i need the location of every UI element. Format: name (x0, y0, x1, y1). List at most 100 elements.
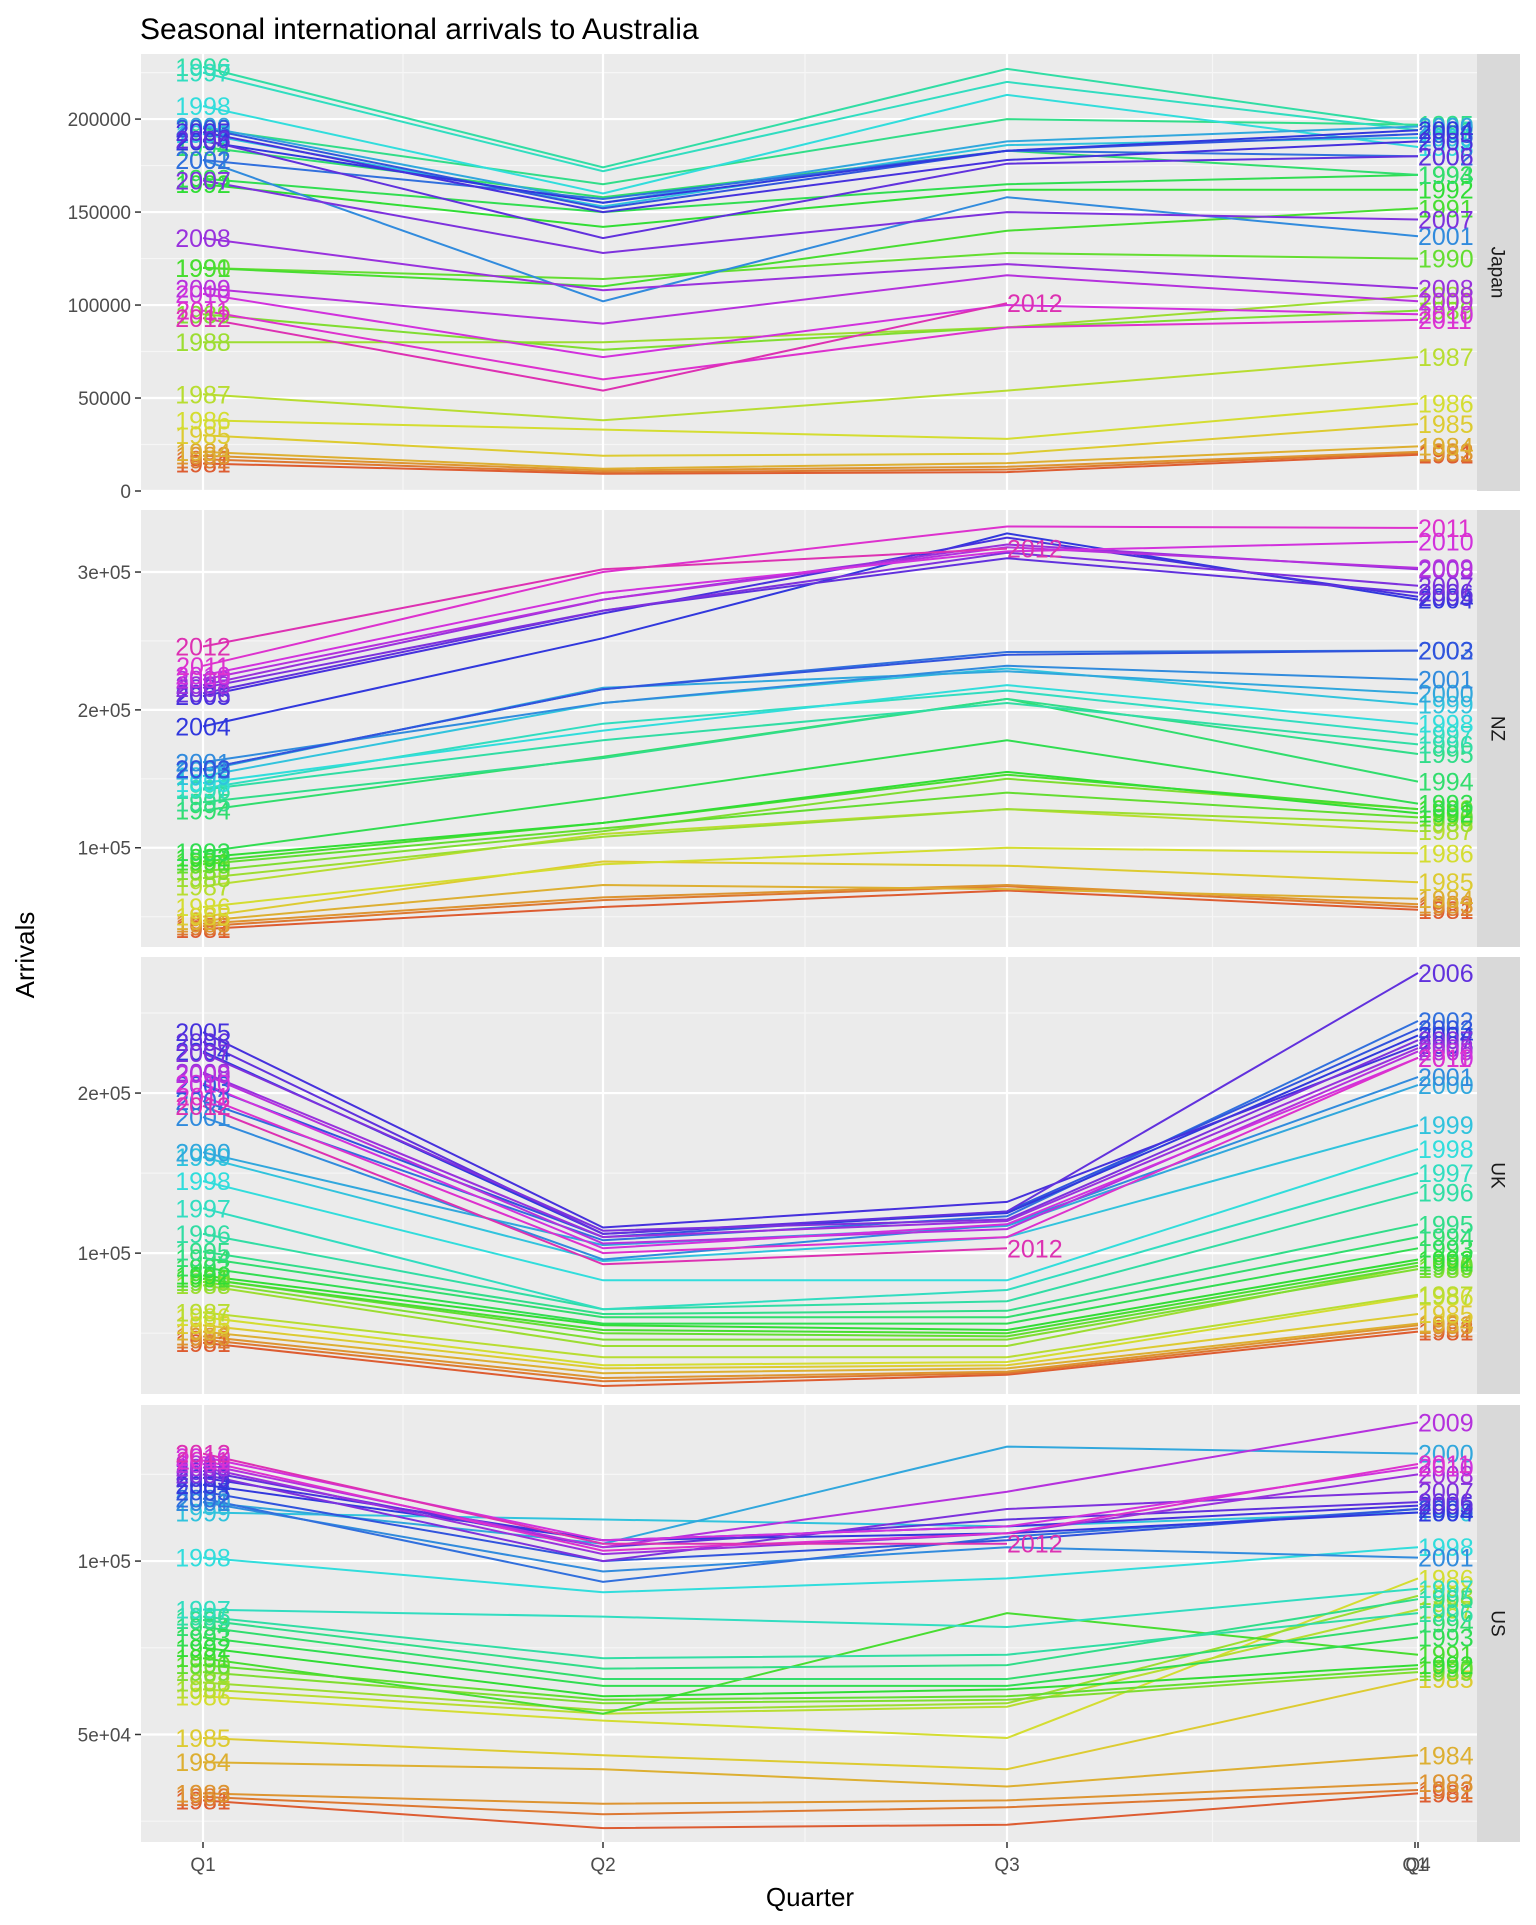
year-label-1982: 1982 (175, 446, 231, 474)
year-label-1992: 1992 (175, 1263, 231, 1291)
year-label-2007: 2007 (175, 1461, 231, 1489)
year-label-2011: 2011 (1418, 307, 1472, 335)
year-label-1993: 1993 (175, 1624, 231, 1652)
series-line-1991 (202, 1261, 1419, 1335)
year-label-2000: 2000 (1418, 1072, 1474, 1100)
series-line-2007 (202, 1039, 1419, 1232)
year-label-1989: 1989 (1418, 1659, 1474, 1687)
y-tick-label: 50000 (78, 389, 131, 410)
year-label-1988: 1988 (1418, 283, 1474, 311)
series-line-2012 (202, 1104, 1008, 1266)
year-label-2012: 2012 (175, 1093, 231, 1121)
year-label-1999: 1999 (175, 121, 231, 149)
year-label-2000: 2000 (1418, 680, 1474, 708)
year-label-1981: 1981 (175, 1787, 231, 1815)
year-label-2003: 2003 (1418, 638, 1474, 666)
year-label-1981: 1981 (175, 916, 231, 944)
year-label-2005: 2005 (175, 1465, 231, 1493)
y-tick-label: 1e+05 (78, 839, 131, 860)
year-label-2001: 2001 (1418, 1064, 1474, 1092)
year-label-1999: 1999 (1418, 1112, 1474, 1140)
chart-title: Seasonal international arrivals to Austr… (140, 13, 699, 46)
year-label-1997: 1997 (1418, 722, 1474, 750)
year-label-2001: 2001 (175, 1489, 231, 1517)
year-label-2012: 2012 (1007, 1235, 1063, 1263)
series-line-1981 (202, 1330, 1419, 1388)
year-label-1993: 1993 (1418, 791, 1474, 819)
year-label-1981: 1981 (1418, 442, 1474, 470)
panel-nz: 1e+052e+053e+051981198119821982198319831… (78, 510, 1520, 947)
series-line-1995 (202, 697, 1419, 804)
year-label-1998: 1998 (1418, 1136, 1474, 1164)
year-label-1987: 1987 (1418, 344, 1474, 372)
year-label-2002: 2002 (1418, 1008, 1474, 1036)
year-label-1990: 1990 (175, 255, 231, 283)
year-label-2012: 2012 (1007, 536, 1063, 564)
year-label-1995: 1995 (175, 1239, 231, 1267)
year-label-1985: 1985 (175, 1312, 231, 1340)
year-label-2002: 2002 (175, 1088, 231, 1116)
year-label-2007: 2007 (175, 167, 231, 195)
year-label-1983: 1983 (1418, 439, 1474, 467)
year-label-1982: 1982 (1418, 1315, 1474, 1343)
series-line-1990 (202, 1264, 1419, 1338)
year-label-2008: 2008 (1418, 1035, 1474, 1063)
series-line-1997 (202, 1587, 1419, 1629)
x-tick-label: Q1 (1402, 1855, 1427, 1876)
year-label-1984: 1984 (1418, 1742, 1474, 1770)
year-label-2002: 2002 (1418, 638, 1474, 666)
year-label-2009: 2009 (1418, 288, 1474, 316)
year-label-1998: 1998 (175, 93, 231, 121)
series-line-1988 (202, 808, 1419, 880)
year-label-2006: 2006 (1418, 143, 1474, 171)
year-label-2004: 2004 (175, 1038, 231, 1066)
year-label-1986: 1986 (1418, 840, 1474, 868)
series-line-1981 (202, 889, 1419, 931)
panel-background (141, 957, 1477, 1394)
series-line-1999 (202, 667, 1419, 778)
x-tick-label: Q1 (190, 1855, 215, 1876)
year-label-1989: 1989 (175, 1659, 231, 1687)
year-label-2006: 2006 (175, 127, 231, 155)
year-label-1990: 1990 (1418, 1253, 1474, 1281)
year-label-1989: 1989 (1418, 796, 1474, 824)
year-label-1996: 1996 (175, 777, 231, 805)
y-tick-label: 2e+05 (78, 1084, 131, 1105)
year-label-2010: 2010 (1418, 301, 1474, 329)
year-label-1998: 1998 (1418, 134, 1474, 162)
series-line-2003 (202, 1490, 1419, 1563)
year-label-1997: 1997 (175, 1597, 231, 1625)
year-label-1984: 1984 (175, 1749, 231, 1777)
year-label-2008: 2008 (175, 672, 231, 700)
year-label-1991: 1991 (175, 849, 231, 877)
year-label-1994: 1994 (1418, 1224, 1474, 1252)
year-label-2010: 2010 (1418, 529, 1474, 557)
series-line-1989 (202, 777, 1419, 873)
year-label-1990: 1990 (175, 851, 231, 879)
year-label-1985: 1985 (175, 1725, 231, 1753)
year-label-2011: 2011 (176, 1447, 230, 1475)
year-label-1998: 1998 (175, 1545, 231, 1573)
x-tick-label: Q3 (994, 1855, 1019, 1876)
y-tick-label: 1e+05 (78, 1552, 131, 1573)
year-label-2000: 2000 (1418, 1441, 1474, 1469)
series-line-1992 (202, 183, 1418, 228)
series-line-2009 (202, 274, 1419, 325)
series-lines (202, 525, 1419, 931)
series-line-2000 (202, 1445, 1419, 1545)
series-line-1988 (203, 294, 1419, 344)
series-line-1985 (202, 1313, 1419, 1370)
year-label-2006: 2006 (175, 1458, 231, 1486)
y-tick-label: 200000 (68, 110, 131, 131)
year-label-2011: 2011 (1418, 1451, 1472, 1479)
series-line-1987 (202, 808, 1419, 888)
year-label-1983: 1983 (1418, 1312, 1474, 1340)
year-label-1995: 1995 (1418, 112, 1474, 140)
year-label-2011: 2011 (1418, 515, 1472, 543)
series-line-1993 (202, 1247, 1419, 1325)
year-label-1986: 1986 (1418, 391, 1474, 419)
year-label-1988: 1988 (175, 329, 231, 357)
series-line-2010 (202, 540, 1419, 677)
